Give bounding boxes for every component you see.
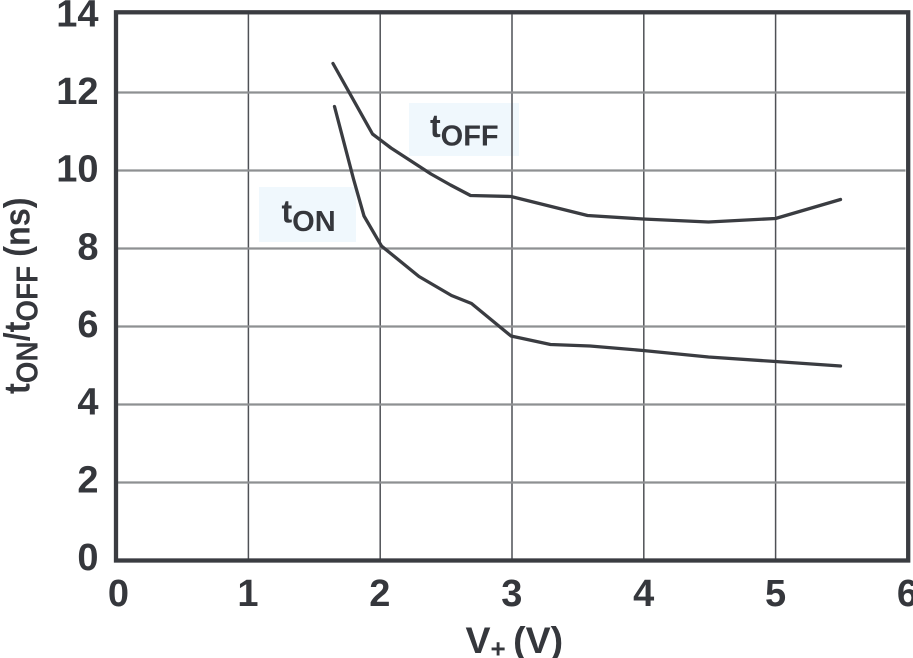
svg-text:12: 12 xyxy=(56,71,98,113)
svg-text:V+ (V): V+ (V) xyxy=(466,619,564,658)
svg-text:4: 4 xyxy=(77,382,98,424)
svg-text:0: 0 xyxy=(108,573,129,615)
svg-text:14: 14 xyxy=(56,0,98,35)
svg-text:10: 10 xyxy=(56,149,98,191)
svg-text:4: 4 xyxy=(633,573,654,615)
svg-text:5: 5 xyxy=(765,573,786,615)
svg-text:2: 2 xyxy=(77,459,98,501)
svg-text:0: 0 xyxy=(77,537,98,579)
svg-text:6: 6 xyxy=(897,573,913,615)
svg-text:8: 8 xyxy=(77,226,98,268)
svg-text:3: 3 xyxy=(501,573,522,615)
svg-text:6: 6 xyxy=(77,304,98,346)
svg-text:2: 2 xyxy=(369,573,390,615)
svg-text:1: 1 xyxy=(237,573,258,615)
